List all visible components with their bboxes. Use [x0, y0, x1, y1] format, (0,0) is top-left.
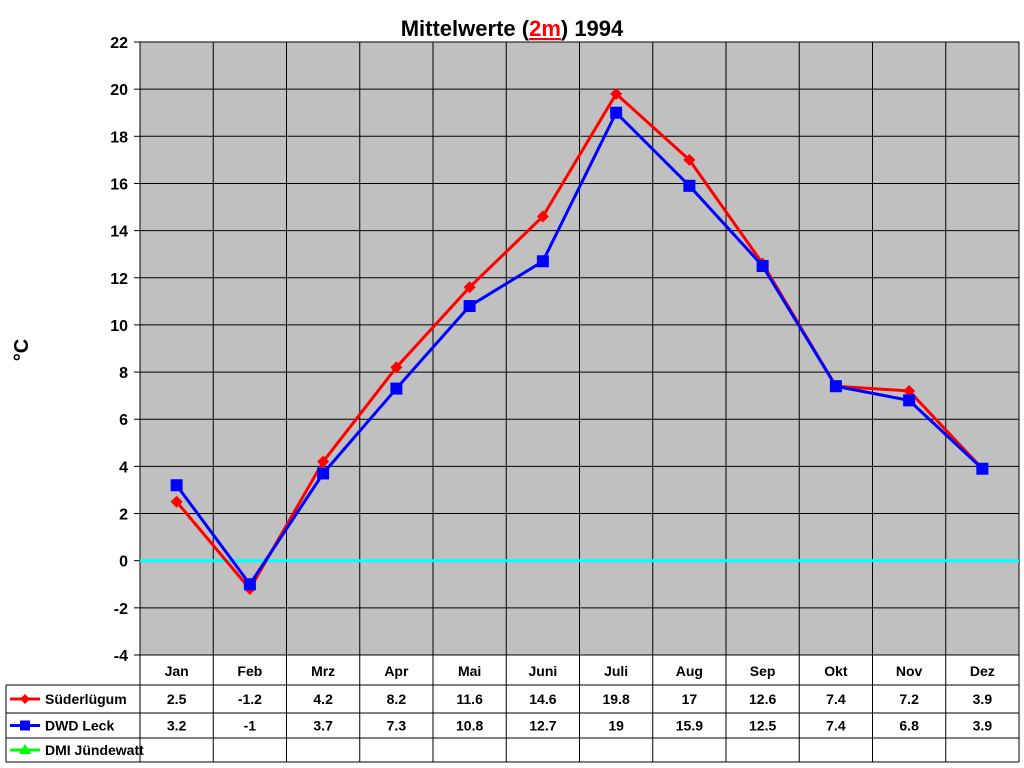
table-cell: 4.2 [313, 691, 333, 707]
y-tick-label: 2 [119, 507, 128, 524]
y-tick-label: -2 [114, 601, 128, 618]
data-point [610, 87, 623, 100]
table-cell: 12.6 [749, 691, 776, 707]
title-prefix: Mittelwerte ( [401, 16, 530, 41]
y-tick-label: 14 [110, 224, 128, 241]
legend-label: Süderlügum [45, 691, 127, 707]
table-cell: 15.9 [676, 718, 703, 734]
data-point [317, 467, 330, 480]
table-cell: 6.8 [899, 718, 919, 734]
title-highlight: 2m [529, 16, 561, 41]
data-point [536, 210, 549, 223]
y-tick-label: 20 [110, 82, 128, 99]
data-point [390, 361, 403, 374]
data-point [903, 384, 916, 397]
y-tick-label: 0 [119, 554, 128, 571]
table-cell: -1 [244, 718, 257, 734]
y-tick-label: 16 [110, 176, 128, 193]
data-point [463, 281, 476, 294]
y-tick-label: 18 [110, 129, 128, 146]
table-cell: 12.5 [749, 718, 776, 734]
y-tick-label: 10 [110, 318, 128, 335]
data-point [683, 153, 696, 166]
category-label: Jan [165, 663, 189, 679]
table-cell: 12.7 [529, 718, 556, 734]
table-cell: 2.5 [167, 691, 187, 707]
y-tick-label: 8 [119, 365, 128, 382]
table-cell: 7.2 [899, 691, 919, 707]
data-point [903, 394, 916, 407]
data-point [390, 382, 403, 395]
table-cell: 14.6 [529, 691, 556, 707]
data-table: Jan Feb Mrz Apr Mai Juni Juli Aug Sep Okt Nov Dez Sü… [5, 654, 1019, 763]
table-cell: 3.7 [313, 718, 333, 734]
category-label: Nov [896, 663, 923, 679]
table-cell: 8.2 [387, 691, 407, 707]
data-point [683, 179, 696, 192]
y-tick-label: 4 [119, 459, 128, 476]
category-label: Mai [458, 663, 481, 679]
y-axis-label: °C [11, 339, 33, 361]
data-point [829, 380, 842, 393]
category-label: Aug [676, 663, 703, 679]
category-label: Mrz [311, 663, 335, 679]
data-point [756, 259, 769, 272]
data-point [976, 462, 989, 475]
legend-marker [19, 744, 31, 754]
series-line [175, 91, 984, 592]
table-cell: 3.9 [973, 691, 993, 707]
data-point [536, 255, 549, 268]
category-label: Juli [604, 663, 628, 679]
y-tick-label: 12 [110, 271, 128, 288]
table-cell: 11.6 [456, 691, 483, 707]
table-cell: 17 [682, 691, 698, 707]
table-cell: 10.8 [456, 718, 483, 734]
table-cell: 7.4 [826, 691, 846, 707]
table-cell: 7.4 [826, 718, 846, 734]
table-cell: 3.9 [973, 718, 993, 734]
category-label: Dez [970, 663, 995, 679]
series-line [175, 110, 984, 587]
legend-marker [20, 694, 30, 704]
plot-area: -4 -2 0 2 4 6 8 10 12 14 16 18 20 22 [110, 35, 1020, 762]
category-label: Feb [237, 663, 262, 679]
category-label: Juni [528, 663, 557, 679]
data-point [463, 300, 476, 313]
y-tick-label: 6 [119, 412, 128, 429]
category-label: Apr [384, 663, 409, 679]
y-tick-label: -4 [114, 648, 128, 665]
table-cell: 19 [608, 718, 624, 734]
data-point [170, 495, 183, 508]
table-cell: 7.3 [387, 718, 407, 734]
y-tick-label: 22 [110, 35, 128, 52]
data-point [610, 106, 623, 119]
legend-label: DMI Jündewatt [45, 742, 144, 758]
legend-label: DWD Leck [45, 718, 114, 734]
data-point [243, 578, 256, 591]
category-label: Okt [824, 663, 848, 679]
table-cell: -1.2 [238, 691, 262, 707]
category-label: Sep [750, 663, 776, 679]
data-point [170, 479, 183, 492]
table-cell: 19.8 [603, 691, 630, 707]
data-point [317, 455, 330, 468]
table-cell: 3.2 [167, 718, 187, 734]
legend-marker [20, 720, 30, 731]
title-suffix: ) 1994 [561, 16, 624, 41]
chart-title: Mittelwerte (2m) 1994 [401, 16, 624, 41]
